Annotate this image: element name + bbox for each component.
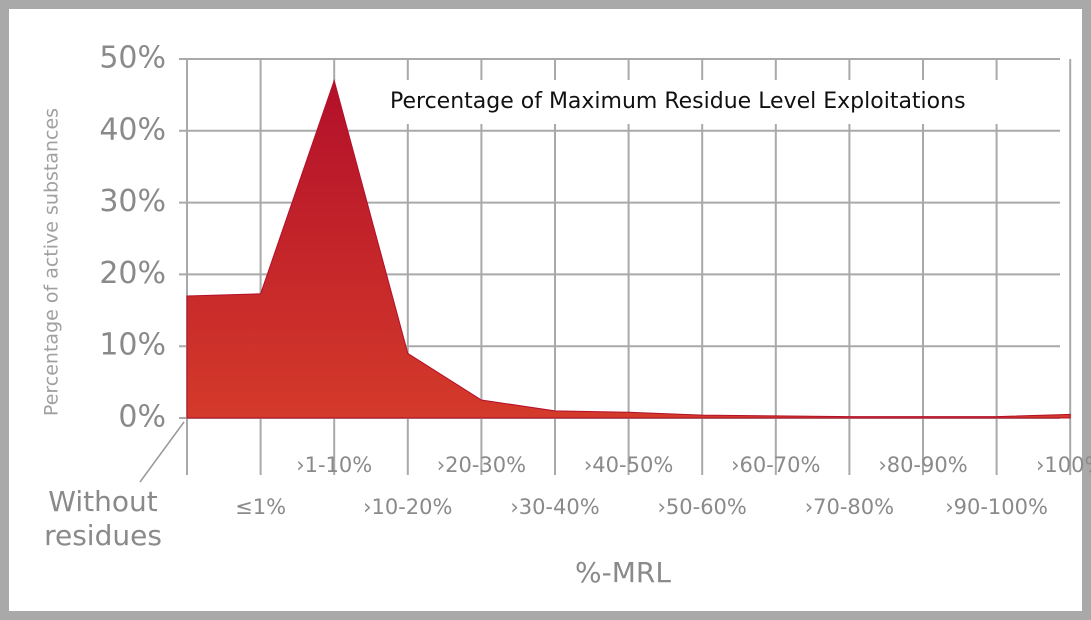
x-tick-label: ›60-70%: [731, 453, 820, 477]
x-tick-label: ›20-30%: [437, 453, 526, 477]
x-tick-label: ›50-60%: [658, 495, 747, 519]
x-tick-label: ›1-10%: [296, 453, 372, 477]
x-tick-label: ›90-100%: [945, 495, 1048, 519]
x-tick-label: ≤1%: [235, 495, 286, 519]
x-axis-label: %-MRL: [575, 556, 671, 589]
frame: 0% 10% 20% 30% 40% 50% ≤1% ›1-10% ›10-20% ›20-30%…: [0, 0, 1091, 620]
x-tick-label: ›70-80%: [805, 495, 894, 519]
y-tick-label: 50%: [99, 41, 166, 76]
y-tick-label: 10%: [99, 328, 166, 363]
x-tick-label: ›40-50%: [584, 453, 673, 477]
x-tick-label: ›100%: [1036, 453, 1091, 477]
chart-title: Percentage of Maximum Residue Level Expl…: [390, 89, 966, 114]
y-tick-label: 30%: [99, 184, 166, 219]
x-tick-label: ›30-40%: [510, 495, 599, 519]
y-tick-label: 0%: [118, 400, 166, 435]
x-tick-label: ›80-90%: [878, 453, 967, 477]
y-axis-label: Percentage of active substances: [41, 108, 63, 416]
x-tick-label: Without residues: [33, 485, 173, 553]
y-tick-label: 20%: [99, 256, 166, 291]
x-tick-label: ›10-20%: [363, 495, 452, 519]
y-tick-label: 40%: [99, 112, 166, 147]
